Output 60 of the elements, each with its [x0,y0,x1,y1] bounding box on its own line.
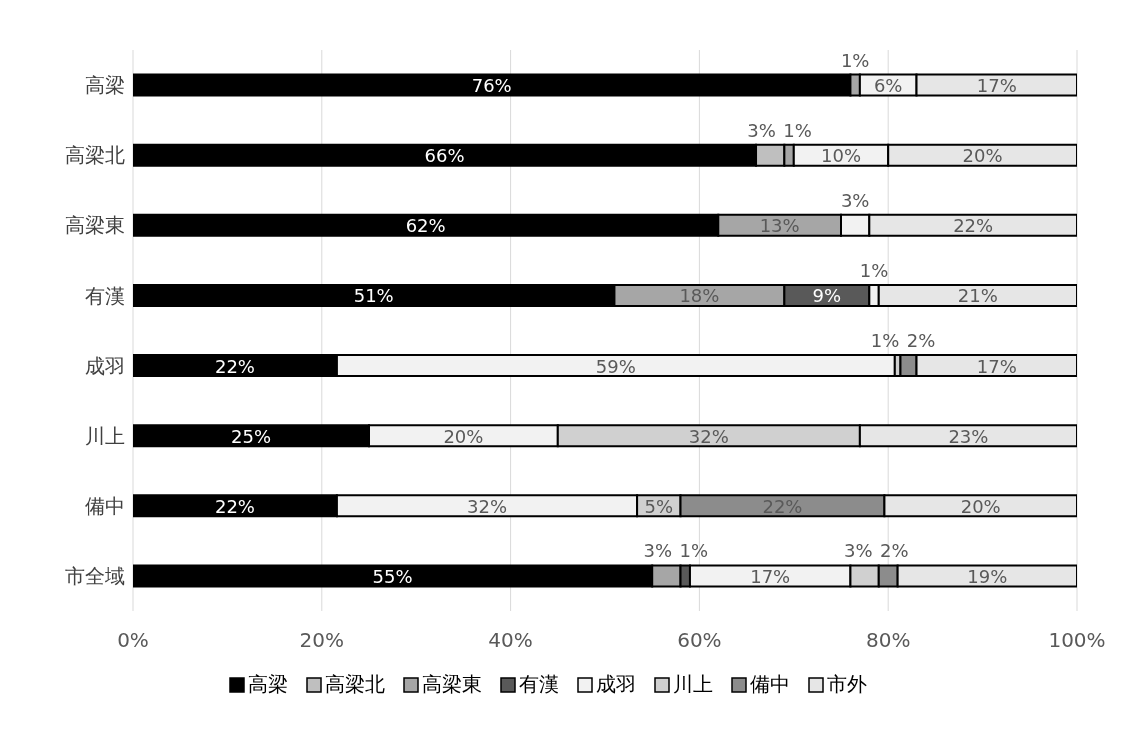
y-tick-label: 高梁北 [65,143,125,168]
legend-label: 備中 [749,671,790,698]
data-label: 66% [424,145,465,167]
x-tick-label: 0% [117,628,149,653]
data-label: 62% [405,215,446,237]
data-label: 1% [783,119,812,141]
y-tick-label: 高梁 [85,73,125,98]
x-tick-label: 20% [299,628,345,653]
data-label: 20% [962,145,1003,167]
data-label: 6% [873,75,903,97]
legend-label: 高梁 [247,671,288,698]
data-label: 3% [643,540,673,562]
legend-label: 高梁東 [421,671,482,698]
data-label: 9% [812,285,842,307]
data-label: 22% [953,215,994,237]
legend-label: 市外 [826,671,867,698]
data-label: 10% [820,145,862,167]
data-label: 55% [372,565,413,587]
data-label: 1% [840,49,870,71]
x-tick-label: 80% [865,628,911,653]
data-label: 20% [443,425,484,447]
data-label: 19% [967,565,1008,587]
x-tick-label: 40% [488,628,533,653]
y-tick-label: 川上 [85,423,125,448]
data-label: 13% [759,215,800,237]
data-label: 22% [214,355,255,377]
data-label: 17% [750,565,791,587]
x-tick-label: 60% [677,628,722,653]
data-label: 22% [214,495,255,517]
data-label: 1% [679,540,709,562]
data-label: 3% [747,119,776,141]
data-label: 32% [688,425,729,447]
data-label: 1% [859,259,889,281]
data-label: 51% [353,285,394,307]
y-tick-label: 備中 [85,493,125,518]
data-label: 32% [466,495,508,517]
data-label: 23% [948,425,989,447]
y-tick-label: 成羽 [85,353,125,378]
data-label: 3% [840,189,870,211]
data-label: 18% [679,285,720,307]
y-tick-label: 市全域 [65,564,125,589]
legend-label: 川上 [672,671,713,698]
data-label: 17% [976,355,1017,377]
legend-label: 高梁北 [324,671,385,698]
data-label: 17% [976,75,1017,97]
data-label: 59% [595,355,636,377]
data-label: 2% [880,540,909,562]
data-label: 76% [471,75,512,97]
legend-label: 成羽 [595,671,636,698]
data-label: 25% [230,425,272,447]
data-label: 5% [644,495,674,517]
data-label: 20% [960,495,1001,517]
data-label: 1% [870,330,900,352]
y-tick-label: 高梁東 [65,213,125,238]
data-label: 3% [844,540,873,562]
y-tick-label: 有漢 [85,283,125,308]
x-tick-label: 100% [1048,628,1106,653]
data-label: 21% [957,285,998,307]
data-label: 2% [906,330,936,352]
legend-label: 有漢 [518,671,559,698]
